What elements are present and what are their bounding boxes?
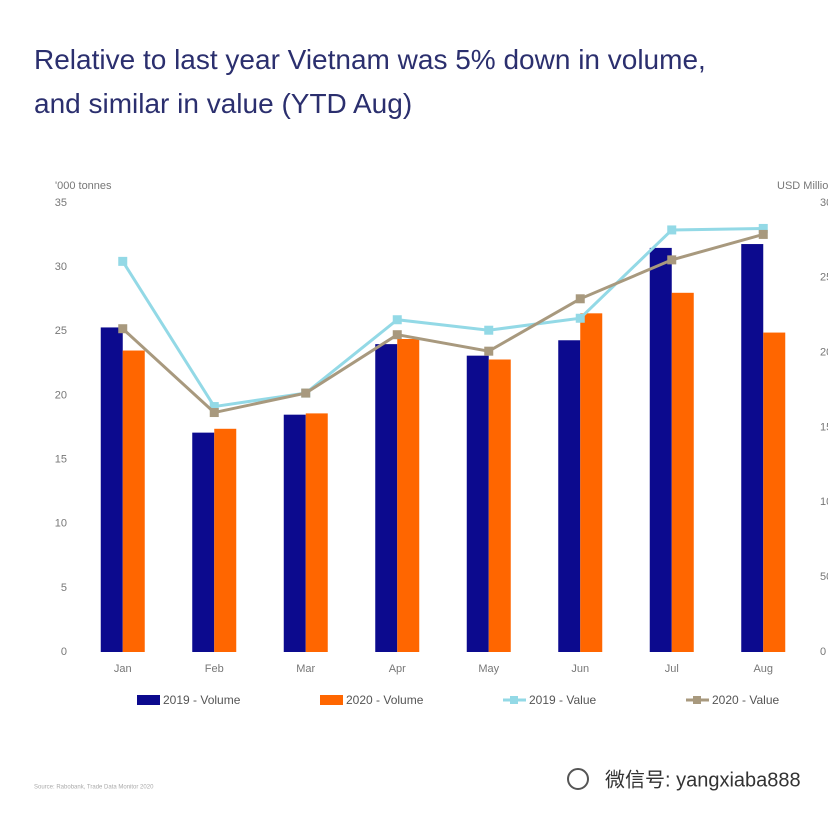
legend-marker	[693, 696, 701, 704]
watermark: 微信号: yangxiaba888	[605, 768, 801, 791]
line-marker	[209, 402, 219, 412]
bar	[671, 292, 694, 652]
legend-swatch	[320, 695, 343, 705]
bar	[305, 413, 328, 652]
line-marker	[758, 223, 768, 233]
x-tick-label: Jun	[571, 663, 589, 675]
bar	[122, 350, 145, 652]
y2-tick-label: 0	[820, 646, 826, 658]
line-marker	[575, 294, 585, 304]
bar	[397, 338, 420, 652]
y2-tick-label: 150	[820, 421, 828, 433]
bar	[649, 247, 672, 652]
x-tick-label: Apr	[389, 663, 406, 675]
line-marker	[118, 256, 128, 266]
line-marker	[667, 225, 677, 235]
bar	[100, 327, 123, 652]
wechat-icon	[567, 768, 589, 790]
line-marker	[392, 315, 402, 325]
legend-swatch	[137, 695, 160, 705]
y-tick-label: 15	[55, 453, 67, 465]
line-marker	[209, 408, 219, 418]
bar	[580, 313, 603, 652]
y-tick-label: 25	[55, 325, 67, 337]
bar	[283, 414, 306, 652]
y2-tick-label: 50	[820, 571, 828, 583]
y-tick-label: 10	[55, 518, 67, 530]
bar	[488, 359, 511, 652]
line-marker	[118, 324, 128, 334]
y2-tick-label: 300	[820, 197, 828, 209]
line-marker	[484, 325, 494, 335]
line	[121, 226, 764, 409]
legend-label: 2019 - Value	[529, 693, 596, 707]
bar	[741, 244, 764, 652]
bar	[375, 344, 398, 652]
bar	[192, 432, 215, 652]
y2-tick-label: 250	[820, 272, 828, 284]
y2-axis-label: USD Million	[777, 180, 828, 192]
y2-tick-label: 100	[820, 496, 828, 508]
y-tick-label: 30	[55, 261, 67, 273]
y-tick-label: 0	[61, 646, 67, 658]
y-axis-label: '000 tonnes	[55, 180, 112, 192]
line-marker	[484, 346, 494, 356]
y-tick-label: 20	[55, 389, 67, 401]
bar	[558, 340, 581, 652]
y-tick-label: 35	[55, 197, 67, 209]
x-tick-label: Aug	[753, 663, 773, 675]
x-tick-label: Mar	[296, 663, 315, 675]
bar	[466, 355, 489, 652]
legend-label: 2020 - Value	[712, 693, 779, 707]
y2-tick-label: 200	[820, 347, 828, 359]
line-marker	[301, 388, 311, 398]
line-marker	[758, 229, 768, 239]
chart-title: Relative to last year Vietnam was 5% dow…	[34, 44, 706, 119]
line	[121, 232, 764, 415]
bar	[763, 332, 786, 652]
x-tick-label: Feb	[205, 663, 224, 675]
y-tick-label: 5	[61, 582, 67, 594]
x-tick-label: Jul	[665, 663, 679, 675]
legend-label: 2019 - Volume	[163, 693, 241, 707]
bar	[214, 428, 237, 652]
legend-marker	[510, 696, 518, 704]
x-tick-label: Jan	[114, 663, 132, 675]
legend-label: 2020 - Volume	[346, 693, 424, 707]
source: Source: Rabobank, Trade Data Monitor 202…	[34, 785, 154, 791]
line-marker	[575, 313, 585, 323]
line-marker	[667, 255, 677, 265]
line-marker	[392, 330, 402, 340]
x-tick-label: May	[478, 663, 499, 675]
